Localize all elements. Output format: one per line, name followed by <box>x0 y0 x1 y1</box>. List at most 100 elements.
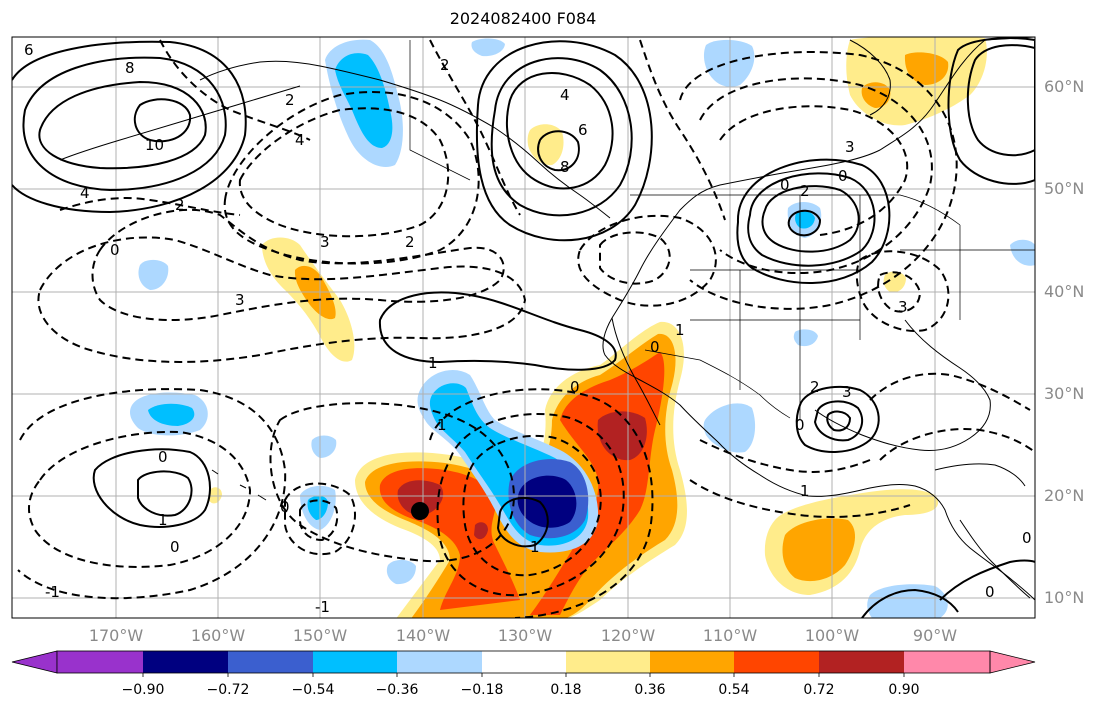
contour-dashed-g2 <box>59 197 241 216</box>
contour-dashed-c3 <box>679 51 958 310</box>
colorbar-tick-label: 0.36 <box>634 682 666 698</box>
anomaly-warm-bc-coast <box>527 124 564 166</box>
contour-label: 0 <box>570 378 580 396</box>
contour-label: 3 <box>842 383 852 401</box>
anomaly-orange-hudson-2 <box>904 52 949 85</box>
contour-label: 6 <box>578 121 588 139</box>
lon-label: 100°W <box>804 626 860 645</box>
contour-dashed-a2 <box>223 91 480 265</box>
colorbar-extend-low <box>11 650 58 674</box>
contour-dashed-e2 <box>436 413 625 597</box>
colorbar-segment <box>566 651 650 673</box>
contour-dashed-c2 <box>699 77 933 275</box>
contour-label: 3 <box>845 138 855 156</box>
anomaly-red-region-south <box>379 352 665 615</box>
contour-hawaii-high <box>92 448 211 528</box>
lat-label: 20°N <box>1044 486 1085 505</box>
contour-high-plains-2 <box>747 172 876 267</box>
colorbar-segment <box>734 651 819 673</box>
colorbar-tick-label: −0.90 <box>121 682 165 698</box>
contour-dashed-b2 <box>599 231 671 285</box>
contour-label: 1 <box>530 538 540 556</box>
political-borders <box>409 40 1035 420</box>
colorbar-segment <box>313 651 397 673</box>
contour-label: 0 <box>170 538 180 556</box>
contour-high-aleutian-4 <box>133 98 192 143</box>
contour-label: 1 <box>158 511 168 529</box>
anomaly-cold-small-1 <box>138 259 169 290</box>
contour-label: 3 <box>898 298 908 316</box>
coast-gulf <box>814 319 991 451</box>
colorbar-tick-label: −0.72 <box>206 682 250 698</box>
colorbar-tick-label: −0.36 <box>375 682 419 698</box>
contour-low-gulf-3 <box>826 410 852 432</box>
colorbar-extend-high <box>989 650 1036 674</box>
contour-label: 4 <box>295 131 305 149</box>
colorbar-segment <box>228 651 313 673</box>
contour-east-coast <box>939 559 1035 601</box>
lat-label: 10°N <box>1044 588 1085 607</box>
contour-high-aleutian-2 <box>22 56 227 192</box>
contour-label: 0 <box>838 167 848 185</box>
contour-hudson-high <box>966 44 1035 157</box>
colorbar-segment <box>143 651 228 673</box>
contour-label: 4 <box>80 184 90 202</box>
coast-alaska <box>199 60 611 219</box>
lon-label: 120°W <box>600 626 656 645</box>
colorbar-segment <box>482 651 566 673</box>
contour-labels: 6 8 10 2 4 2 4 6 8 4 2 0 3 2 3 0 1 1 0 0… <box>24 41 1032 616</box>
lat-label: 40°N <box>1044 282 1085 301</box>
anomaly-warm-small-2 <box>883 271 906 293</box>
contour-label: 0 <box>795 416 805 434</box>
contour-high-plains-1 <box>761 185 860 253</box>
contour-label: 0 <box>650 338 660 356</box>
dashed-contours <box>17 39 1035 618</box>
anomaly-navy-core <box>517 475 577 528</box>
contour-label: 0 <box>110 241 120 259</box>
coast-north-america <box>602 37 1035 601</box>
contour-dashed-c4 <box>855 250 950 332</box>
lon-label: 90°W <box>912 626 958 645</box>
contour-label: 8 <box>125 59 135 77</box>
anomaly-blue-gulf-alaska <box>335 53 393 148</box>
contour-low-gulf-2 <box>813 400 864 442</box>
contour-high-aleutian-1 <box>38 80 207 170</box>
contour-label: -1 <box>45 583 60 601</box>
contour-high-gulf-3 <box>475 40 653 242</box>
contour-label: 0 <box>158 448 168 466</box>
anomaly-dark-red-core-1 <box>397 480 444 516</box>
contour-dashed-b1 <box>577 214 717 307</box>
anomaly-orange-gulf-mexico <box>782 518 856 582</box>
coast-baja <box>611 317 661 426</box>
contour-dashed-g1 <box>159 39 311 141</box>
storm-center-marker <box>411 502 429 520</box>
contour-label: 1 <box>428 354 438 372</box>
contour-label: 10 <box>145 136 164 154</box>
contour-high-gulf-4 <box>537 130 580 172</box>
contour-label: 4 <box>560 86 570 104</box>
lon-label: 110°W <box>702 626 758 645</box>
anomaly-warm-small-1 <box>209 487 222 504</box>
border-state-2 <box>690 225 1035 321</box>
lat-label: 30°N <box>1044 384 1085 403</box>
colorbar-segment <box>650 651 734 673</box>
anomaly-blue-west-pacific <box>148 403 195 426</box>
lat-label: 60°N <box>1044 77 1085 96</box>
contour-dashed-d5 <box>17 388 287 600</box>
contour-dashed-e3 <box>429 388 654 618</box>
lon-label: 140°W <box>395 626 451 645</box>
anomaly-cold-small-5 <box>471 38 505 57</box>
lon-label: 170°W <box>88 626 144 645</box>
contour-high-gulf-2 <box>490 57 633 217</box>
contour-label: 2 <box>800 182 810 200</box>
contour-high-aleutian-3 <box>12 40 247 214</box>
contour-label: 2 <box>175 196 185 214</box>
contour-dashed-h1 <box>429 39 521 216</box>
coastlines <box>59 37 1035 601</box>
colorbar <box>11 650 1036 677</box>
contour-dashed-c5 <box>877 271 922 313</box>
contour-east-pacific-low <box>496 496 549 548</box>
contour-dashed-c1 <box>719 105 909 236</box>
contour-hawaii-high-2 <box>137 470 193 517</box>
contour-dashed-f1 <box>699 439 871 473</box>
